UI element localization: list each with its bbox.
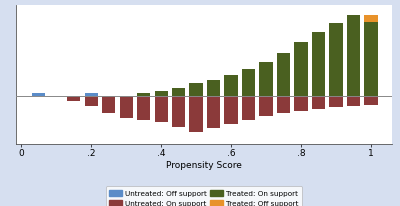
Bar	[294, 43, 308, 97]
Bar	[207, 97, 220, 128]
Bar	[364, 97, 378, 106]
Legend: Untreated: Off support, Untreated: On support, Treated: On support, Treated: Off: Untreated: Off support, Untreated: On su…	[106, 186, 302, 206]
Bar	[67, 97, 80, 102]
Bar	[84, 97, 98, 107]
Bar	[224, 75, 238, 97]
Bar	[277, 97, 290, 114]
Bar	[260, 97, 273, 117]
Bar	[172, 97, 185, 128]
Bar	[154, 97, 168, 123]
Bar	[224, 97, 238, 124]
Bar	[329, 24, 343, 97]
Bar	[172, 89, 185, 97]
Bar	[329, 97, 343, 108]
Bar	[84, 94, 98, 97]
Bar	[294, 97, 308, 112]
Bar	[242, 97, 255, 121]
Bar	[347, 97, 360, 107]
Bar	[260, 62, 273, 97]
X-axis label: Propensity Score: Propensity Score	[166, 160, 242, 169]
Bar	[242, 69, 255, 97]
Bar	[137, 97, 150, 121]
Bar	[120, 97, 133, 119]
Bar	[32, 94, 45, 97]
Bar	[154, 92, 168, 97]
Bar	[347, 16, 360, 97]
Bar	[312, 97, 325, 110]
Bar	[277, 54, 290, 97]
Bar	[312, 33, 325, 97]
Bar	[137, 94, 150, 97]
Bar	[190, 84, 203, 97]
Bar	[102, 97, 115, 114]
Bar	[190, 97, 203, 132]
Bar	[207, 81, 220, 97]
Bar	[364, 23, 378, 97]
Bar	[364, 16, 378, 23]
